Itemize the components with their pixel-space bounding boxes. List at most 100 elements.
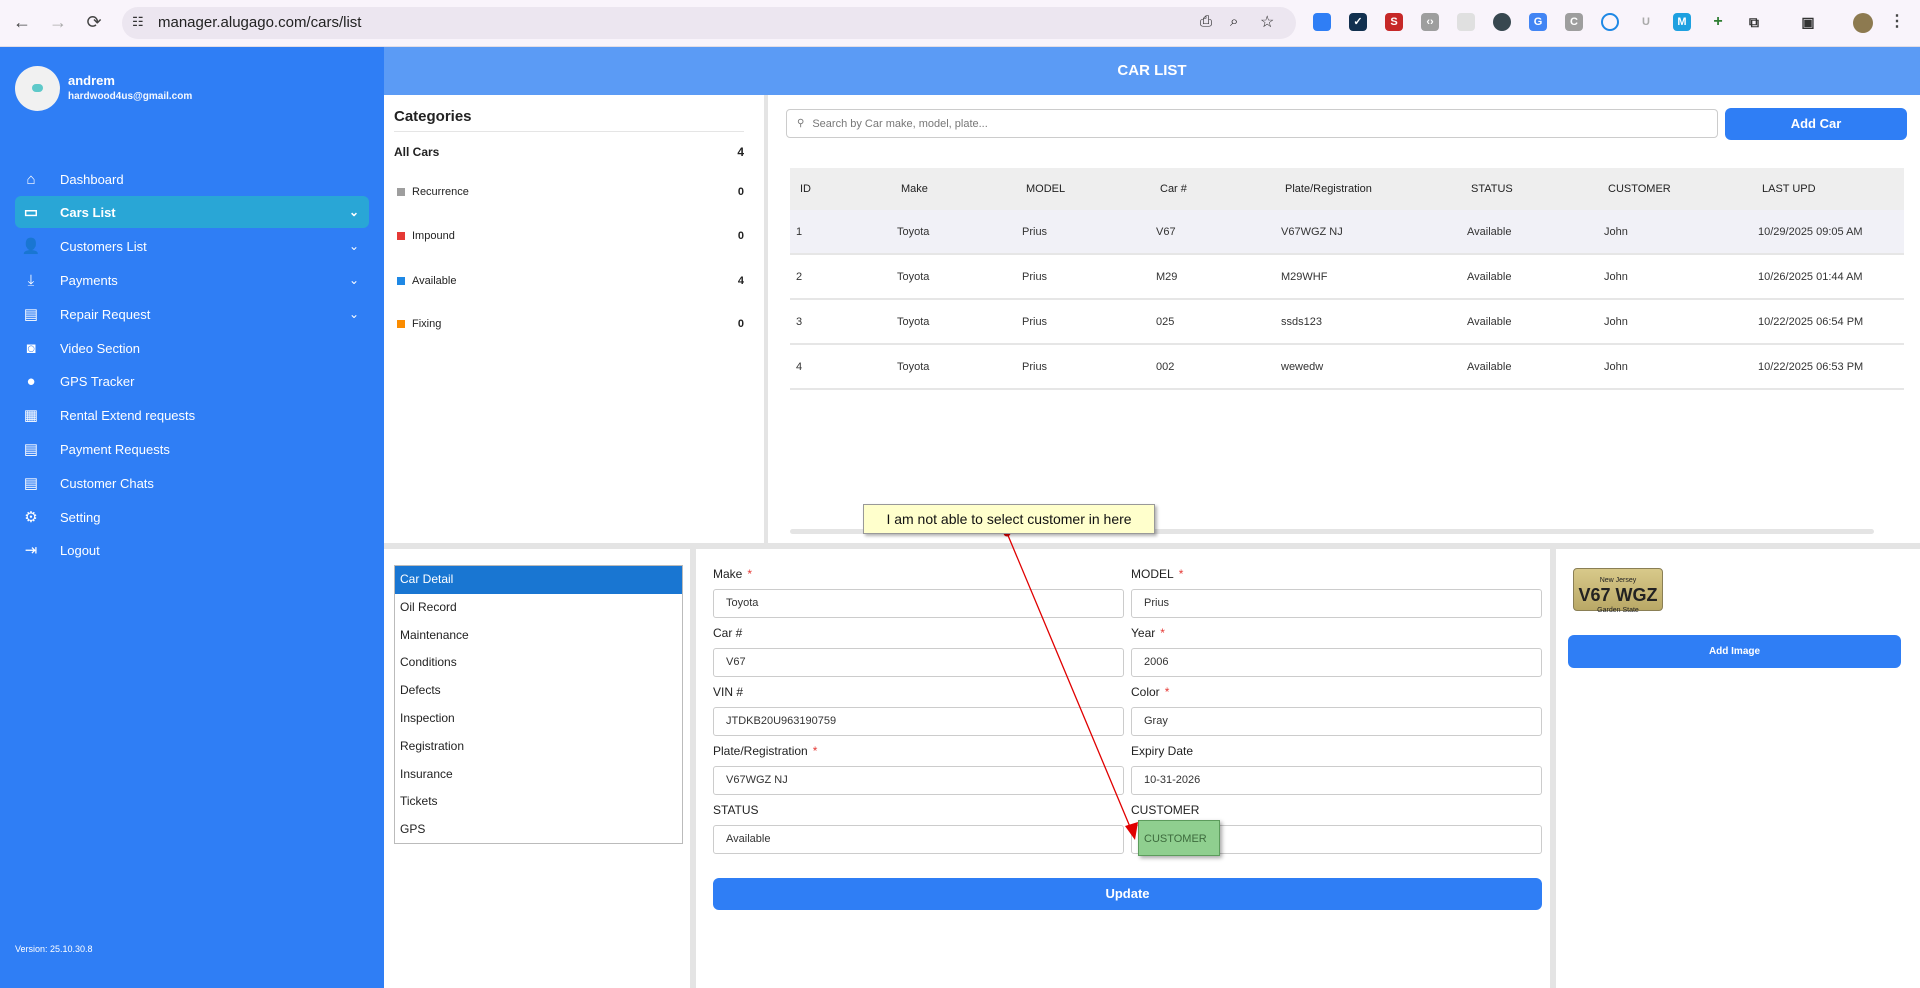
table-cell: 025 xyxy=(1156,315,1175,328)
url-text: manager.alugago.com/cars/list xyxy=(158,14,362,31)
sidebar-item-video-section[interactable]: ◙ Video Section xyxy=(15,332,369,364)
subnav-gps[interactable]: GPS xyxy=(400,822,426,837)
extension-m-icon[interactable]: M xyxy=(1673,13,1691,31)
sidebar-item-label: Setting xyxy=(60,509,101,525)
chevron-down-icon[interactable]: ⌄ xyxy=(348,273,359,287)
sidebar-item-customers-list[interactable]: 👤 Customers List ⌄ xyxy=(15,230,369,262)
extension-plus-icon[interactable]: + xyxy=(1713,13,1723,30)
car-plate-image[interactable]: New Jersey V67 WGZ Garden State xyxy=(1573,568,1663,614)
column-header[interactable]: MODEL xyxy=(1026,183,1066,195)
label-text: MODEL xyxy=(1131,567,1174,581)
year-field[interactable]: 2006 xyxy=(1131,648,1542,677)
sidebar-item-dashboard[interactable]: ⌂ Dashboard xyxy=(15,163,369,195)
table-cell: M29WHF xyxy=(1281,270,1328,283)
sidebar-item-logout[interactable]: ⇥ Logout xyxy=(15,534,369,566)
sidebar-item-label: Customers List xyxy=(60,238,147,254)
color-field[interactable]: Gray xyxy=(1131,707,1542,736)
add-image-button[interactable]: Add Image xyxy=(1568,635,1901,668)
extension-ring-icon[interactable] xyxy=(1601,13,1619,31)
subnav-oil-record[interactable]: Oil Record xyxy=(400,599,457,614)
category-impound[interactable]: Impound 0 xyxy=(394,230,744,242)
category-recurrence[interactable]: Recurrence 0 xyxy=(394,186,744,198)
plate-registration-field[interactable]: V67WGZ NJ xyxy=(713,766,1124,795)
extension-check-icon[interactable]: ✓ xyxy=(1349,13,1367,31)
extension-c-icon[interactable]: C xyxy=(1565,13,1583,31)
category-all-cars[interactable]: All Cars 4 xyxy=(394,145,744,159)
sidebar-item-setting[interactable]: ⚙ Setting xyxy=(15,501,369,533)
version-text: Version: 25.10.30.8 xyxy=(15,944,93,954)
panel-divider[interactable] xyxy=(384,543,1920,549)
subnav-tickets[interactable]: Tickets xyxy=(400,794,438,809)
column-header[interactable]: LAST UPD xyxy=(1762,183,1816,195)
category-label: Fixing xyxy=(412,318,442,330)
extension-web-icon[interactable] xyxy=(1493,13,1511,31)
column-header[interactable]: ID xyxy=(800,183,811,195)
category-color-icon xyxy=(397,188,405,197)
extensions-puzzle-icon[interactable]: ⧉ xyxy=(1749,14,1759,30)
extension-icon[interactable] xyxy=(1313,13,1331,31)
subnav-registration[interactable]: Registration xyxy=(400,738,465,753)
extension-code-icon[interactable]: ‹› xyxy=(1421,13,1439,31)
sidebar-item-cars-list[interactable]: ▭ Cars List ⌄ xyxy=(15,196,369,228)
menu-kebab-icon[interactable]: ⋮ xyxy=(1889,13,1905,30)
zoom-icon[interactable]: ⌕ xyxy=(1230,13,1239,30)
subnav-maintenance[interactable]: Maintenance xyxy=(400,627,469,642)
search-input[interactable]: ⚲ Search by Car make, model, plate... xyxy=(786,109,1718,138)
category-available[interactable]: Available 4 xyxy=(394,275,744,287)
car-field[interactable]: V67 xyxy=(713,648,1124,677)
forward-button[interactable]: → xyxy=(49,12,67,32)
column-header[interactable]: STATUS xyxy=(1471,183,1513,195)
add-car-button[interactable]: Add Car xyxy=(1725,108,1907,140)
bookmark-star-icon[interactable]: ☆ xyxy=(1260,14,1275,31)
sidebar-item-repair-request[interactable]: ▤ Repair Request ⌄ xyxy=(15,298,369,330)
status-field[interactable]: Available xyxy=(713,825,1124,854)
profile-avatar[interactable] xyxy=(1853,13,1873,33)
chevron-down-icon[interactable]: ⌄ xyxy=(348,239,359,253)
sidebar-item-payments[interactable]: ⤓ Payments ⌄ xyxy=(15,264,369,296)
make-field[interactable]: Toyota xyxy=(713,589,1124,618)
model-field[interactable]: Prius xyxy=(1131,589,1542,618)
expiry-date-field[interactable]: 10-31-2026 xyxy=(1131,766,1542,795)
extension-u-icon[interactable]: U xyxy=(1642,16,1650,28)
address-bar[interactable]: ☷ manager.alugago.com/cars/list ⎙ ⌕ ☆ xyxy=(122,7,1296,39)
table-row[interactable]: 4 Toyota Prius 002 wewedw Available John 10/22/… xyxy=(790,345,1904,390)
category-fixing[interactable]: Fixing 0 xyxy=(394,318,744,330)
category-color-icon xyxy=(397,277,405,286)
reload-button[interactable]: ⟳ xyxy=(86,12,102,32)
column-header[interactable]: CUSTOMER xyxy=(1608,183,1671,195)
vin-field[interactable]: JTDKB20U963190759 xyxy=(713,707,1124,736)
horizontal-scrollbar[interactable] xyxy=(790,529,1874,534)
extension-window-icon[interactable] xyxy=(1457,13,1475,31)
customer-highlight[interactable]: CUSTOMER xyxy=(1138,820,1220,856)
tab-search-icon[interactable]: ▣ xyxy=(1801,14,1815,30)
sidebar-item-rental-extend-requests[interactable]: ▦ Rental Extend requests xyxy=(15,399,369,431)
install-icon[interactable]: ⎙ xyxy=(1200,13,1213,30)
back-button[interactable]: ← xyxy=(13,12,31,32)
category-count: 4 xyxy=(737,145,744,159)
sidebar-item-customer-chats[interactable]: ▤ Customer Chats xyxy=(15,467,369,499)
chevron-down-icon[interactable]: ⌄ xyxy=(348,307,359,321)
table-row[interactable]: 2 Toyota Prius M29 M29WHF Available John 10/26/… xyxy=(790,255,1904,300)
table-cell: John xyxy=(1604,360,1628,373)
subnav-car-detail[interactable]: Car Detail xyxy=(395,566,682,594)
table-row[interactable]: 3 Toyota Prius 025 ssds123 Available John 10/22… xyxy=(790,300,1904,345)
subnav-defects[interactable]: Defects xyxy=(400,683,441,698)
site-settings-icon[interactable]: ☷ xyxy=(132,14,144,29)
update-button[interactable]: Update xyxy=(713,878,1542,910)
extension-translate-icon[interactable]: G xyxy=(1529,13,1547,31)
subnav-insurance[interactable]: Insurance xyxy=(400,766,453,781)
table-cell: 10/29/2025 09:05 AM xyxy=(1758,225,1863,238)
table-row[interactable]: 1 Toyota Prius V67 V67WGZ NJ Available John 10/… xyxy=(790,210,1904,255)
sidebar-item-payment-requests[interactable]: ▤ Payment Requests xyxy=(15,433,369,465)
extension-seo-icon[interactable]: S xyxy=(1385,13,1403,31)
subnav-conditions[interactable]: Conditions xyxy=(400,655,457,670)
chevron-down-icon[interactable]: ⌄ xyxy=(348,205,359,219)
column-header[interactable]: Make xyxy=(901,183,928,195)
column-header[interactable]: Plate/Registration xyxy=(1285,183,1372,195)
column-header[interactable]: Car # xyxy=(1160,183,1187,195)
label-text: Color xyxy=(1131,685,1160,699)
sidebar-icon: ▤ xyxy=(23,441,39,458)
subnav-inspection[interactable]: Inspection xyxy=(400,710,455,725)
sidebar-item-gps-tracker[interactable]: ● GPS Tracker xyxy=(15,365,369,397)
table-cell: 10/22/2025 06:53 PM xyxy=(1758,360,1864,373)
